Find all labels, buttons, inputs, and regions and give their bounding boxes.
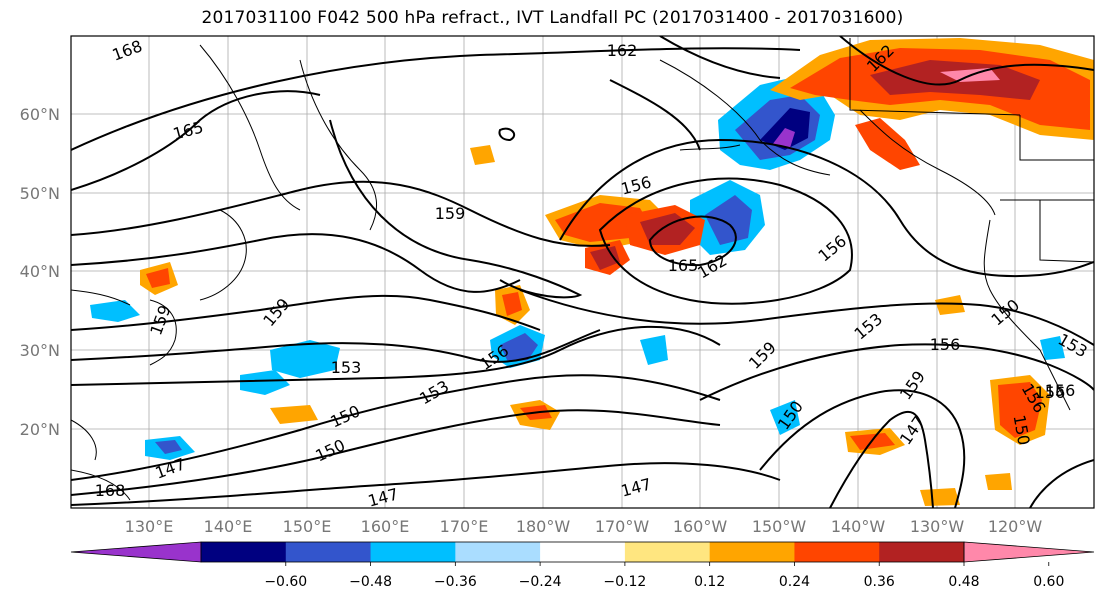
contour-label-text: 153 <box>331 358 362 377</box>
contour-label: 165 <box>668 256 699 275</box>
contour-label: 147 <box>366 484 400 510</box>
colorbar-segment <box>370 542 456 562</box>
colorbar-segment <box>709 542 795 562</box>
colorbar-segment <box>455 542 541 562</box>
contour-label: 159 <box>435 204 466 223</box>
map-title: 2017031100 F042 500 hPa refract., IVT La… <box>201 8 904 28</box>
lon-label: 120°W <box>988 517 1043 536</box>
contour-label: 168 <box>95 481 126 500</box>
contour-label: 162 <box>607 41 638 60</box>
lon-label: 140°W <box>831 517 886 536</box>
contour-label: 156 <box>1045 381 1076 400</box>
lon-label: 180°W <box>516 517 571 536</box>
lon-label: 160°W <box>673 517 728 536</box>
colorbar-tick-label: 0.24 <box>779 574 810 590</box>
lon-label: 160°E <box>361 517 410 536</box>
contour-label-text: 159 <box>435 204 466 223</box>
lon-label: 150°W <box>752 517 807 536</box>
lon-label: 130°W <box>910 517 965 536</box>
contour-label-text: 165 <box>668 256 699 275</box>
lon-label: 170°W <box>595 517 650 536</box>
contour-label-text: 156 <box>930 335 961 354</box>
lon-label: 150°E <box>283 517 332 536</box>
lon-label: 170°E <box>440 517 489 536</box>
longitude-labels: 130°E 140°E 150°E 160°E 170°E 180°W 170°W 160°W… <box>125 517 1043 536</box>
colorbar-tick-label: −0.36 <box>434 574 477 590</box>
contour-label-text: 168 <box>95 481 126 500</box>
colorbar-segment <box>201 542 287 562</box>
colorbar-extend-low <box>70 541 202 563</box>
colorbar-tick-label: −0.24 <box>519 574 562 590</box>
colorbar-tick-label: −0.48 <box>349 574 392 590</box>
map-border <box>70 35 1095 509</box>
colorbar-tick-label: −0.12 <box>603 574 646 590</box>
coastlines <box>71 38 1094 501</box>
colorbar-tick-label: 0.12 <box>694 574 725 590</box>
colorbar-extend-high <box>963 541 1095 563</box>
colorbar-tick-label: 0.60 <box>1033 574 1064 590</box>
contour-label: 156 <box>930 335 961 354</box>
colorbar-segment <box>285 542 372 562</box>
contour-label-text: 156 <box>1035 383 1066 402</box>
lon-label: 130°E <box>125 517 174 536</box>
contour-label-text: 156 <box>1045 381 1076 400</box>
colorbar-tick-label: −0.60 <box>264 574 307 590</box>
contour-label-text: 147 <box>366 484 400 510</box>
lat-label: 50°N <box>20 184 60 203</box>
contour-label-text: 162 <box>607 41 638 60</box>
contour-label: 153 <box>331 358 362 377</box>
colorbar-tick-label: 0.36 <box>864 574 895 590</box>
colorbar-segment <box>794 542 880 562</box>
contour-label: 156 <box>1035 383 1066 402</box>
colorbar-segment <box>540 542 626 562</box>
colorbar-segment <box>879 542 965 562</box>
colorbar-segment <box>624 542 711 562</box>
colorbar-tick-labels: −0.60 −0.48 −0.36 −0.24 −0.12 0.12 0.24 0.36 0.4… <box>264 562 1064 590</box>
lat-label: 60°N <box>20 105 60 124</box>
colorbar-tick-label: 0.48 <box>948 574 979 590</box>
lat-label: 20°N <box>20 420 60 439</box>
lon-label: 140°E <box>204 517 253 536</box>
height-contours <box>71 36 1094 508</box>
lat-label: 30°N <box>20 341 60 360</box>
latitude-labels: 60°N 50°N 40°N 30°N 20°N <box>20 105 60 439</box>
colorbar <box>70 541 1095 563</box>
lat-label: 40°N <box>20 262 60 281</box>
